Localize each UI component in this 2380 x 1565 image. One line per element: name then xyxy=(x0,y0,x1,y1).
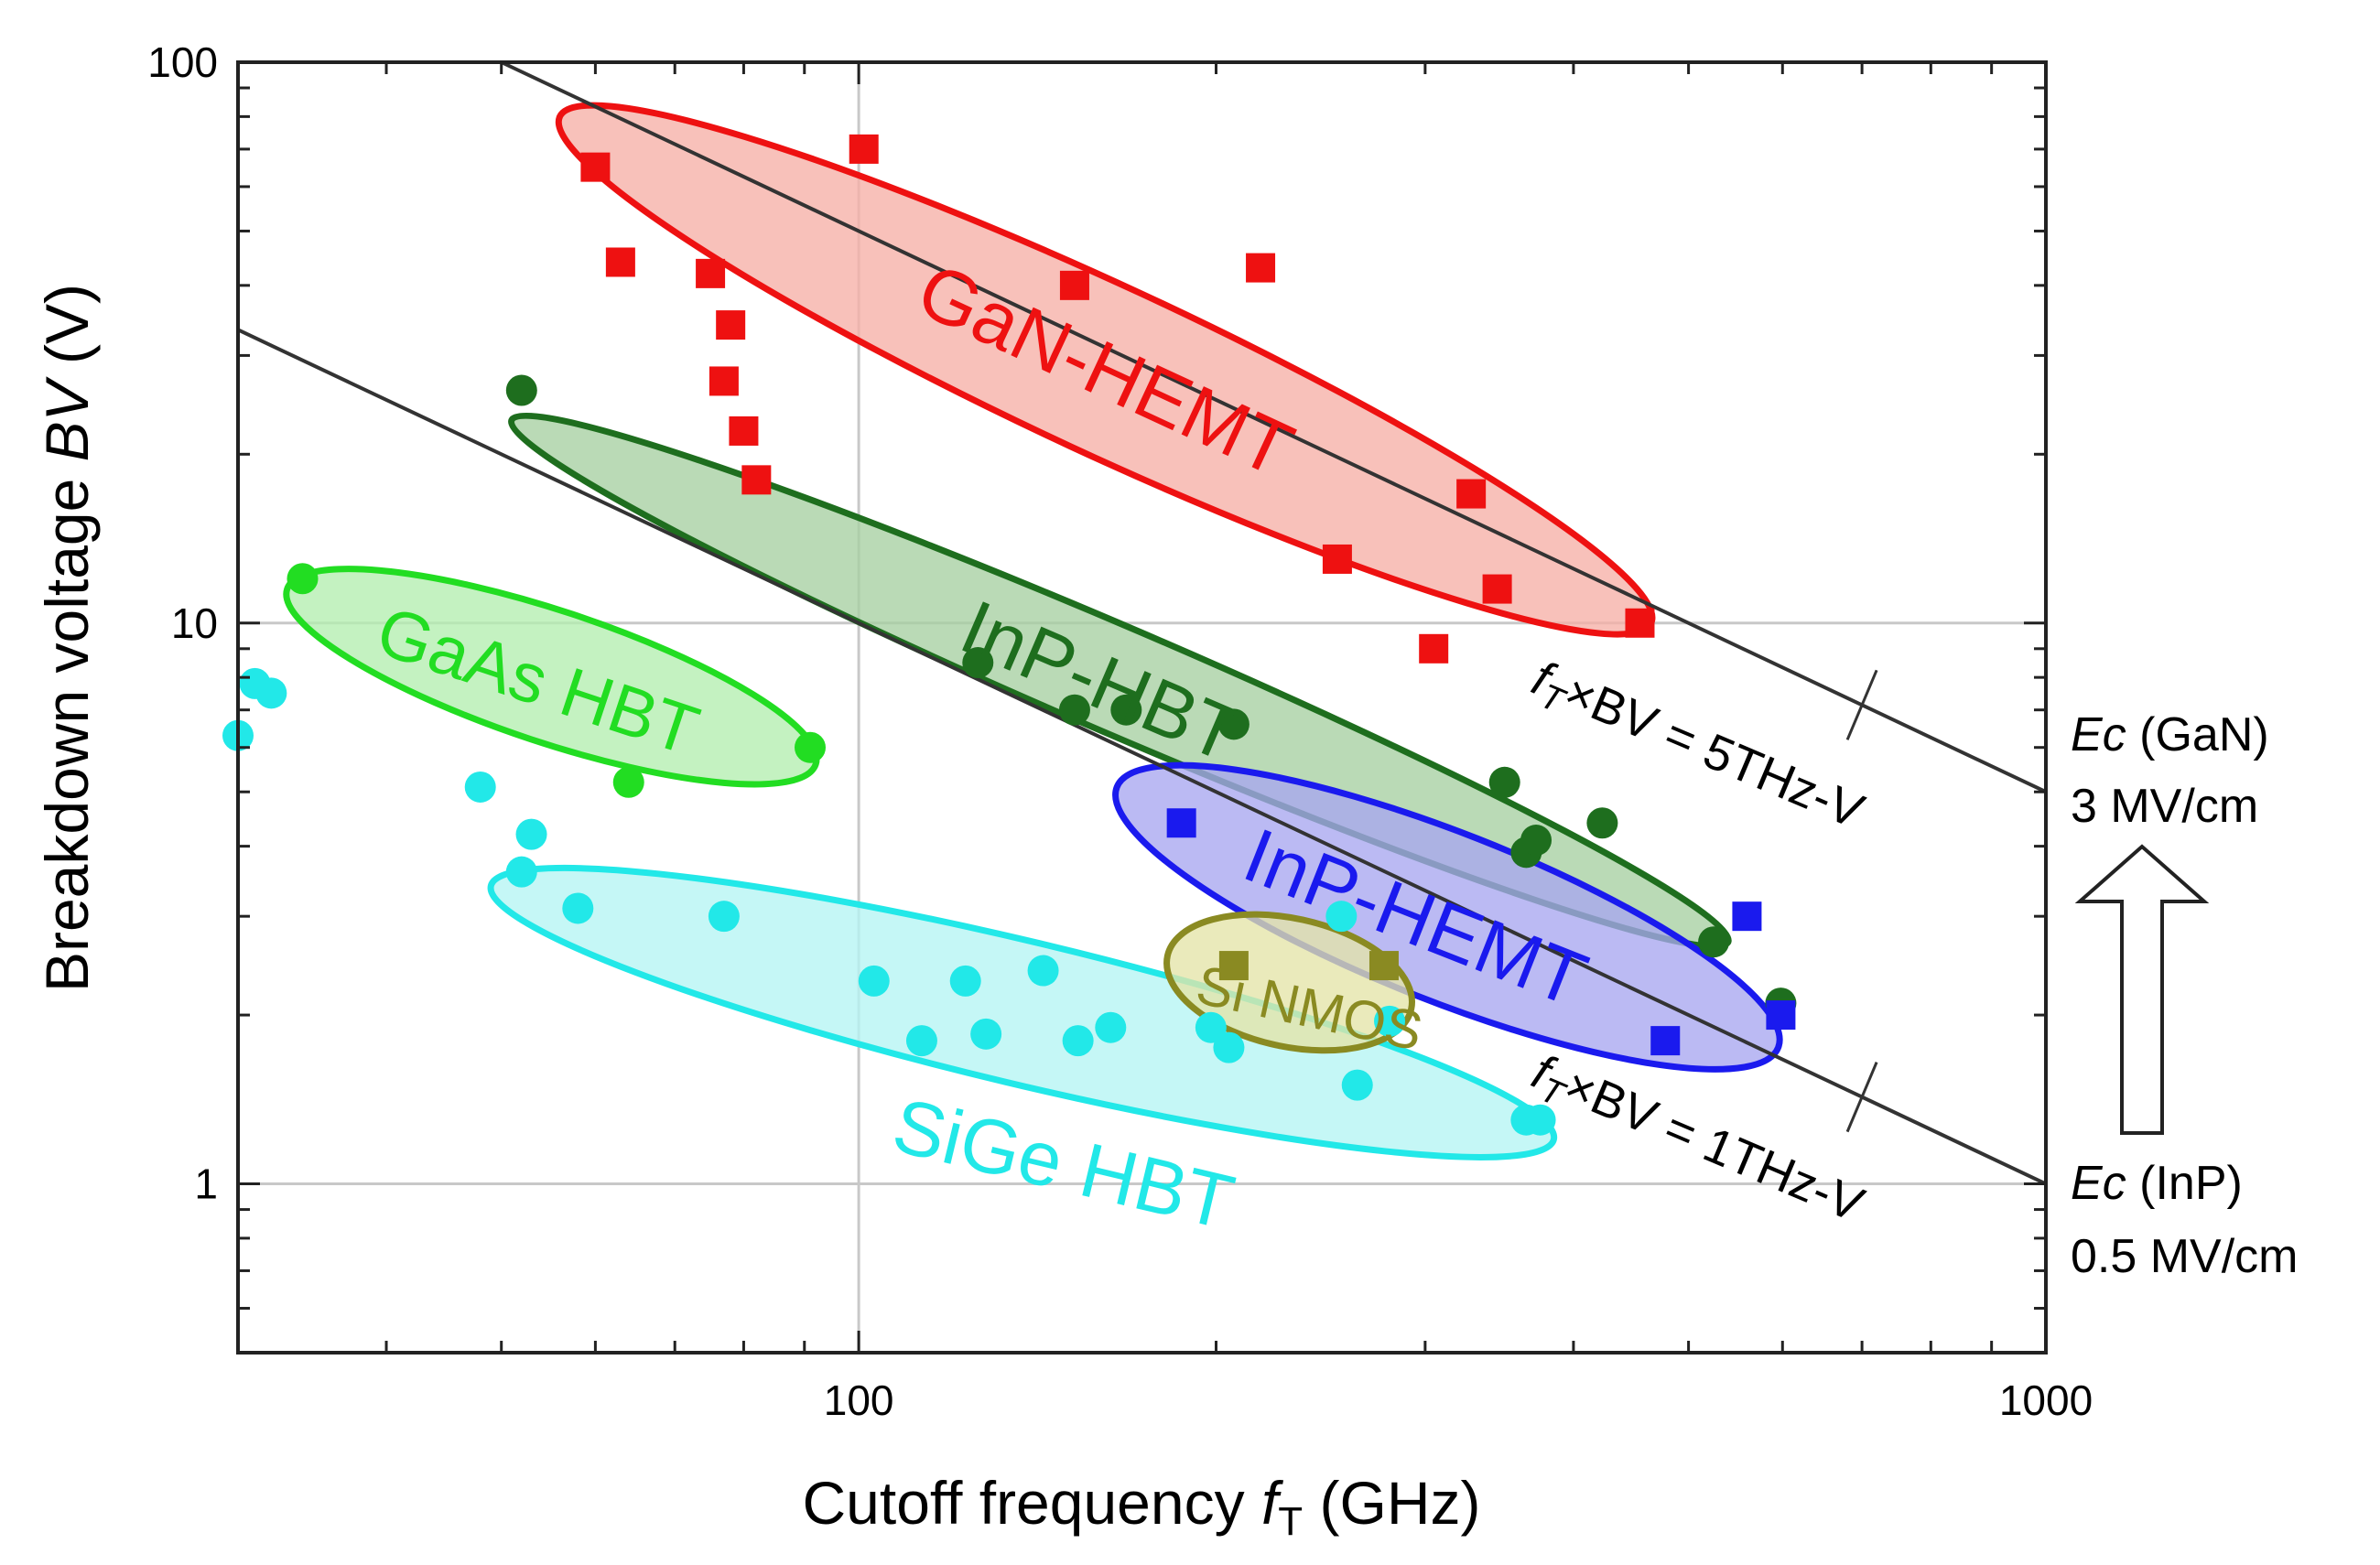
x-axis-subscript: T xyxy=(1278,1499,1303,1544)
constant-line-1thz-v xyxy=(237,328,2047,1186)
tick-labels: 100 1000 1 10 100 xyxy=(147,38,2093,1424)
constant-line-5thz-v xyxy=(500,60,2047,794)
point-gaas-hbt-0 xyxy=(287,563,319,595)
up-arrow-icon xyxy=(2074,844,2210,1135)
point-inp-hbt-0 xyxy=(505,374,537,406)
y-axis-symbol: BV xyxy=(33,375,101,461)
point-sige-hbt-3 xyxy=(464,771,496,803)
ec-inp-material: (InP) xyxy=(2126,1157,2243,1210)
y-tick-label-10: 10 xyxy=(171,599,218,647)
point-si-nmos-1 xyxy=(1368,951,1399,981)
constant-line-tick-1thz-v xyxy=(1845,1062,1878,1133)
point-gan-hemt-9 xyxy=(1246,253,1276,283)
point-sige-hbt-12 xyxy=(1027,955,1059,987)
x-tick-label-1000: 1000 xyxy=(1999,1376,2093,1424)
plot-frame xyxy=(236,60,2048,1355)
point-sige-hbt-4 xyxy=(505,856,537,888)
constant-product-lines xyxy=(237,60,2047,1186)
point-gan-hemt-0 xyxy=(580,152,611,182)
point-sige-hbt-10 xyxy=(949,965,981,997)
point-gaas-hbt-2 xyxy=(794,731,826,763)
ec-inp-label: Ec (InP) xyxy=(2071,1157,2243,1210)
point-sige-hbt-21 xyxy=(1524,1104,1556,1136)
constant-line-tick-5thz-v xyxy=(1845,669,1878,740)
region-ellipses xyxy=(283,102,1783,1160)
x-tick-label-100: 100 xyxy=(824,1376,894,1424)
y-tick-label-1: 1 xyxy=(194,1160,218,1208)
x-axis-title: Cutoff frequency fT (GHz) xyxy=(803,1469,1481,1548)
point-gan-hemt-4 xyxy=(709,366,739,396)
point-sige-hbt-14 xyxy=(1095,1011,1127,1043)
point-sige-hbt-15 xyxy=(1195,1011,1227,1043)
point-inp-hbt-4 xyxy=(1217,708,1250,740)
point-gan-hemt-8 xyxy=(1059,270,1089,300)
point-sige-hbt-8 xyxy=(858,965,890,997)
ec-gan-label: Ec (GaN) xyxy=(2071,708,2269,761)
x-axis-label: Cutoff frequency xyxy=(803,1469,1245,1537)
point-sige-hbt-2 xyxy=(255,677,287,709)
ec-inp-sub: c xyxy=(2103,1157,2126,1210)
point-sige-hbt-18 xyxy=(1341,1069,1373,1101)
point-gan-hemt-1 xyxy=(605,247,635,277)
y-axis-label: Breakdown voltage xyxy=(33,479,101,992)
point-sige-hbt-19 xyxy=(1374,1005,1406,1037)
line-label-1thz-text: ×BV = 1THz-V xyxy=(1557,1058,1872,1233)
ec-gan-material: (GaN) xyxy=(2126,708,2269,761)
ec-inp-value: 0.5 MV/cm xyxy=(2071,1230,2299,1283)
point-inp-hbt-5 xyxy=(1488,766,1520,798)
point-inp-hbt-9 xyxy=(1698,926,1730,958)
point-gan-hemt-12 xyxy=(1456,479,1487,509)
point-gan-hemt-13 xyxy=(1482,574,1512,604)
point-sige-hbt-7 xyxy=(708,901,740,933)
point-inp-hbt-7 xyxy=(1520,825,1552,857)
point-gan-hemt-5 xyxy=(729,416,759,446)
y-axis-title: Breakdown voltage BV (V) xyxy=(33,284,101,992)
point-sige-hbt-5 xyxy=(515,818,547,850)
point-sige-hbt-16 xyxy=(1213,1031,1245,1063)
point-inp-hemt-3 xyxy=(1766,1000,1796,1031)
point-sige-hbt-9 xyxy=(905,1025,937,1057)
line-label-5thz: fT×BV = 5THz-V xyxy=(1522,651,1872,846)
ec-gan-symbol: E xyxy=(2071,708,2104,761)
point-inp-hbt-3 xyxy=(1110,694,1142,726)
point-inp-hbt-8 xyxy=(1586,807,1618,839)
point-inp-hbt-2 xyxy=(1058,694,1090,726)
point-si-nmos-0 xyxy=(1218,951,1249,981)
point-inp-hemt-2 xyxy=(1732,901,1762,932)
point-inp-hemt-1 xyxy=(1650,1026,1681,1056)
point-gan-hemt-2 xyxy=(696,258,726,288)
point-gaas-hbt-1 xyxy=(612,766,644,798)
point-gan-hemt-10 xyxy=(1322,544,1352,574)
region-ellipse-si-nmos xyxy=(1163,911,1415,1054)
y-tick-label-100: 100 xyxy=(147,38,218,86)
region-ellipse-gaas-hbt xyxy=(283,566,820,788)
point-sige-hbt-17 xyxy=(1325,901,1358,933)
ec-gan-sub: c xyxy=(2103,708,2126,761)
point-sige-hbt-11 xyxy=(970,1018,1002,1050)
ec-gan-value: 3 MV/cm xyxy=(2071,780,2258,833)
point-gan-hemt-7 xyxy=(849,134,879,164)
data-points xyxy=(222,134,1797,1136)
point-gan-hemt-6 xyxy=(741,465,772,495)
point-gan-hemt-3 xyxy=(716,310,746,340)
point-gan-hemt-11 xyxy=(1419,633,1449,664)
point-inp-hemt-0 xyxy=(1166,808,1196,838)
ec-inp-symbol: E xyxy=(2071,1157,2104,1210)
point-sige-hbt-6 xyxy=(562,892,594,924)
point-gan-hemt-14 xyxy=(1625,608,1655,638)
point-sige-hbt-13 xyxy=(1062,1025,1094,1057)
point-inp-hbt-1 xyxy=(962,647,994,679)
region-ellipse-inp-hemt xyxy=(1112,761,1783,1073)
region-ellipse-sige-hbt xyxy=(487,864,1558,1160)
axis-ticks xyxy=(236,60,2048,1355)
y-axis-unit: (V) xyxy=(33,284,101,364)
x-axis-unit: (GHz) xyxy=(1320,1469,1481,1537)
line-label-1thz: fT×BV = 1THz-V xyxy=(1522,1044,1872,1239)
